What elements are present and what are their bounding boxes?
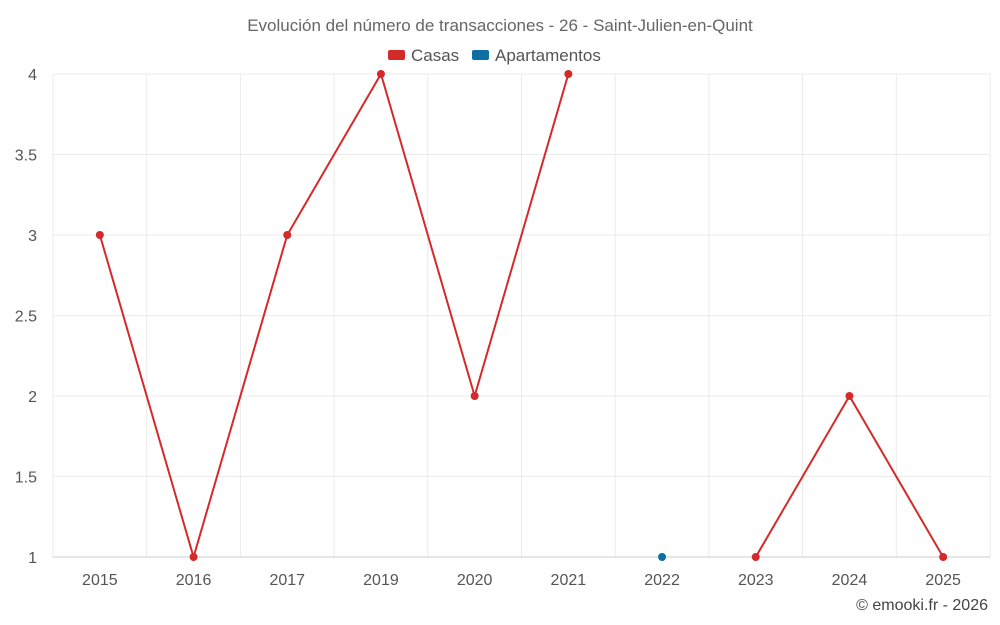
data-point-casas[interactable]: [564, 70, 573, 78]
y-tick-label: 3.5: [15, 148, 37, 165]
data-point-casas[interactable]: [470, 392, 479, 400]
data-point-casas[interactable]: [939, 553, 948, 561]
legend: Casas Apartamentos: [388, 46, 601, 65]
data-point-casas[interactable]: [95, 231, 104, 239]
x-tick-label: 2023: [738, 572, 774, 589]
x-tick-label: 2019: [363, 572, 399, 589]
data-point-casas[interactable]: [189, 553, 198, 561]
y-gridlines: [53, 73, 990, 477]
chart-title: Evolución del número de transacciones - …: [247, 16, 753, 35]
y-tick-label: 4: [28, 67, 37, 84]
credit-text: © emooki.fr - 2026: [856, 597, 988, 614]
x-tick-label: 2021: [551, 572, 587, 589]
x-tick-label: 2025: [925, 572, 961, 589]
data-point-casas[interactable]: [845, 392, 854, 400]
x-tick-label: 2022: [644, 572, 680, 589]
y-tick-label: 2.5: [15, 309, 37, 326]
x-tick-labels: 2015 2016 2017 2019 2020 2021 2022 2023 2024 2025: [82, 572, 961, 589]
y-tick-label: 3: [28, 228, 37, 245]
y-tick-label: 1.5: [15, 470, 37, 487]
data-point-casas[interactable]: [376, 70, 385, 78]
data-point-casas[interactable]: [283, 231, 292, 239]
legend-swatch-casas: [388, 50, 405, 60]
data-point-casas[interactable]: [751, 553, 760, 561]
x-tick-label: 2015: [82, 572, 118, 589]
series-layer: [95, 70, 948, 561]
x-tick-label: 2017: [269, 572, 305, 589]
y-tick-label: 1: [28, 550, 37, 567]
x-tick-label: 2024: [832, 572, 868, 589]
series-line-casas: [98, 71, 570, 561]
y-tick-label: 2: [28, 389, 37, 406]
legend-swatch-apartamentos: [472, 50, 489, 60]
x-tick-label: 2020: [457, 572, 493, 589]
legend-label-casas[interactable]: Casas: [411, 46, 459, 65]
x-tick-label: 2016: [176, 572, 212, 589]
y-tick-labels: 1 1.5 2 2.5 3 3.5 4: [15, 67, 37, 567]
data-point-apartamentos[interactable]: [658, 553, 667, 561]
legend-label-apartamentos[interactable]: Apartamentos: [495, 46, 601, 65]
